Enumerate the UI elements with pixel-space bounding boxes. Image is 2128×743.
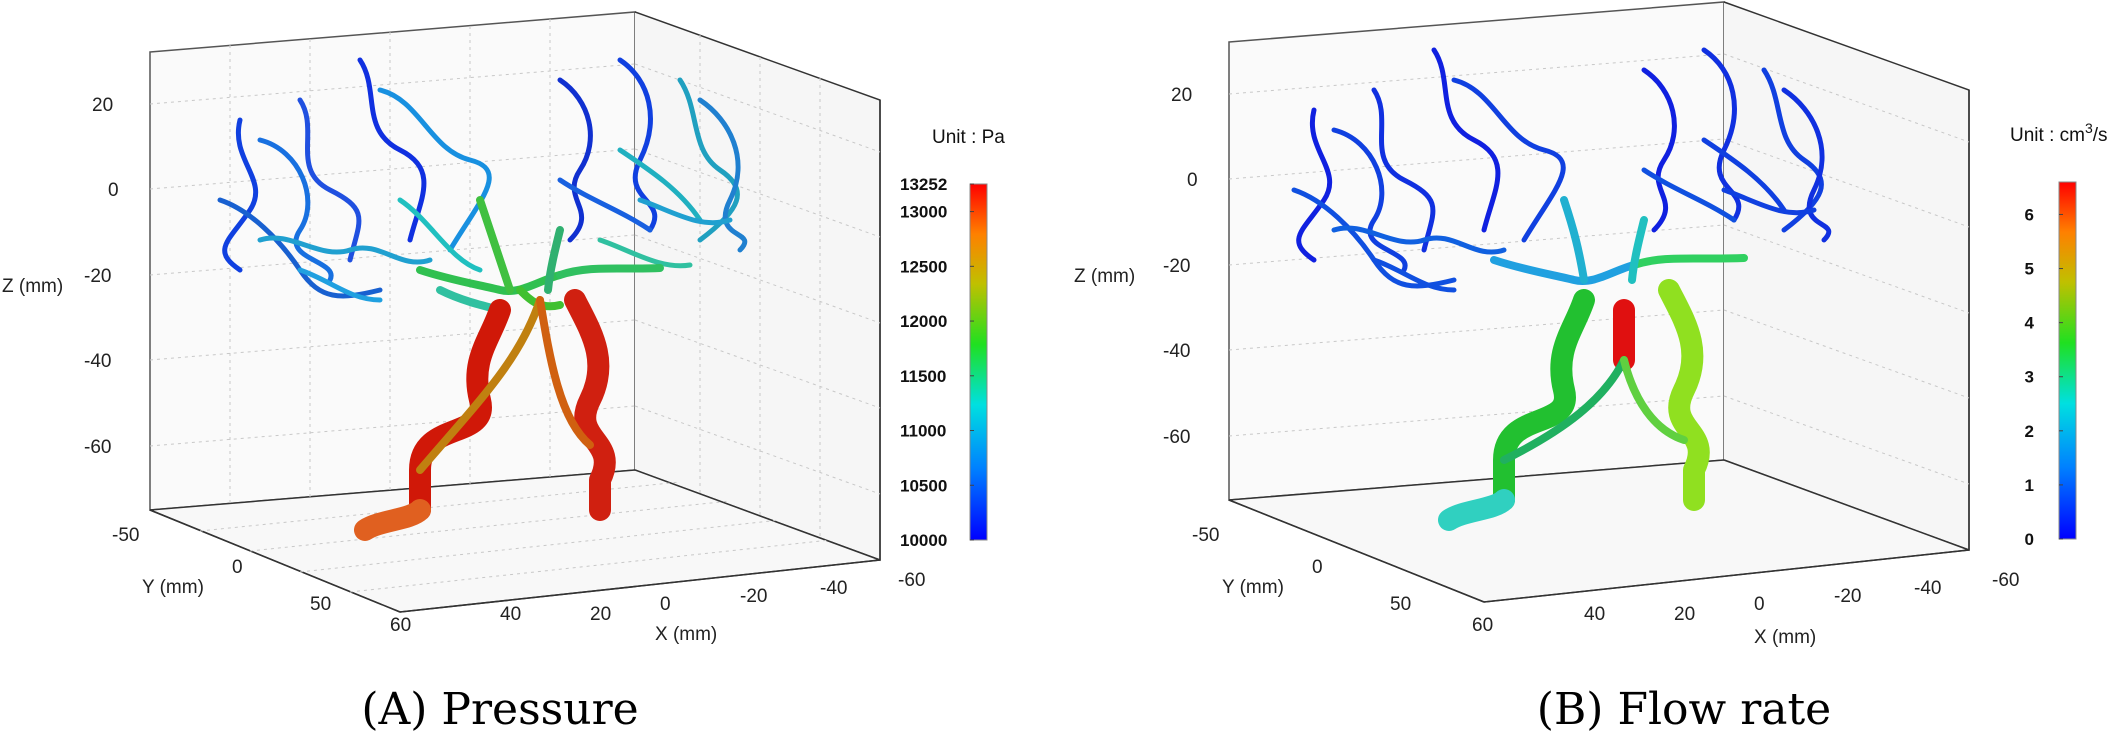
x-tick: 40 — [1584, 604, 1605, 625]
z-tick: 20 — [92, 95, 113, 116]
communicating-vessels — [1500, 356, 1688, 464]
grid-lines — [149, 19, 881, 593]
colorbar-unit-label: Unit : cm3/s — [2010, 120, 2108, 146]
x-tick: -40 — [820, 578, 847, 599]
distal-vessels — [1291, 47, 1832, 293]
y-tick: -50 — [112, 525, 139, 546]
z-tick: -60 — [1163, 427, 1190, 448]
z-tick: -40 — [84, 351, 111, 372]
x-tick: 40 — [500, 604, 521, 625]
z-tick: -20 — [1163, 256, 1190, 277]
axes-box — [149, 11, 881, 613]
panel-caption: (B) Flow rate — [1536, 684, 1832, 735]
y-tick: 50 — [310, 594, 331, 615]
x-tick: -20 — [740, 586, 767, 607]
x-tick: -60 — [898, 570, 925, 591]
colorbar-tick-label: 3 — [2025, 368, 2034, 387]
colorbar-tick-label: 12500 — [900, 257, 947, 276]
colorbar-tick-label: 4 — [2025, 314, 2035, 333]
x-tick: 0 — [1754, 594, 1765, 615]
flow-rate-panel: 20 0 -20 -40 -60 Z (mm) -50 0 50 Y (mm) … — [1064, 0, 2128, 743]
colorbar-tick-label: 11500 — [900, 367, 946, 386]
z-tick: -60 — [84, 437, 111, 458]
flow-rate-3d-plot: 20 0 -20 -40 -60 Z (mm) -50 0 50 Y (mm) … — [1074, 1, 2108, 648]
x-axis-label: X (mm) — [655, 624, 717, 645]
z-axis-label: Z (mm) — [1074, 266, 1135, 287]
pressure-panel: 20 0 -20 -40 -60 Z (mm) -50 0 50 Y (mm) … — [2, 11, 1005, 735]
colorbar-unit-label: Unit : Pa — [932, 127, 1005, 148]
colorbar-ticks: 6 5 4 3 2 1 0 — [2025, 205, 2063, 549]
z-axis-label: Z (mm) — [2, 276, 63, 297]
panel-caption: (A) Pressure — [361, 684, 639, 735]
colorbar-tick-label: 10500 — [900, 476, 947, 495]
colorbar — [969, 183, 988, 541]
y-axis-label: Y (mm) — [142, 577, 204, 598]
x-tick: -20 — [1834, 586, 1861, 607]
x-tick: -40 — [1914, 578, 1941, 599]
colorbar-tick-label: 6 — [2025, 205, 2034, 224]
z-tick: 20 — [1171, 85, 1192, 106]
x-tick: 20 — [1674, 604, 1695, 625]
trunk-vessels — [1438, 279, 1710, 531]
z-tick: 0 — [1187, 170, 1198, 191]
y-tick: 50 — [1390, 594, 1411, 615]
z-tick: 0 — [108, 180, 119, 201]
colorbar — [2058, 181, 2077, 540]
colorbar-ticks: 13252 13000 12500 12000 11500 11000 10500 10000 — [900, 175, 974, 550]
x-tick: 0 — [660, 594, 671, 615]
y-tick: 0 — [232, 557, 243, 578]
x-axis-label: X (mm) — [1754, 627, 1816, 648]
axes-box — [1228, 1, 1970, 603]
x-tick: 20 — [590, 604, 611, 625]
colorbar-tick-label: 12000 — [900, 312, 947, 331]
colorbar-tick-label: 1 — [2025, 476, 2034, 495]
colorbar-tick-label: 13000 — [900, 203, 947, 222]
vessel-network — [1291, 47, 1832, 531]
y-tick: 0 — [1312, 557, 1323, 578]
distal-vessels — [217, 57, 748, 303]
y-axis-label: Y (mm) — [1222, 577, 1284, 598]
colorbar-tick-label: 13252 — [900, 175, 947, 194]
colorbar-tick-label: 5 — [2025, 260, 2034, 279]
colorbar-tick-label: 10000 — [900, 531, 947, 550]
middle-vessels — [1490, 196, 1748, 285]
z-tick: -20 — [84, 266, 111, 287]
colorbar-tick-label: 0 — [2025, 530, 2034, 549]
colorbar-tick-label: 2 — [2025, 422, 2034, 441]
colorbar-tick-label: 11000 — [900, 422, 946, 441]
vessel-network — [217, 57, 748, 541]
middle-vessels — [416, 196, 664, 314]
y-tick: -50 — [1192, 525, 1219, 546]
x-tick: -60 — [1992, 570, 2019, 591]
z-tick: -40 — [1163, 341, 1190, 362]
communicating-vessels — [416, 296, 594, 474]
pressure-3d-plot: 20 0 -20 -40 -60 Z (mm) -50 0 50 Y (mm) … — [2, 11, 1005, 645]
x-tick: 60 — [390, 615, 411, 636]
x-tick: 60 — [1472, 615, 1493, 636]
